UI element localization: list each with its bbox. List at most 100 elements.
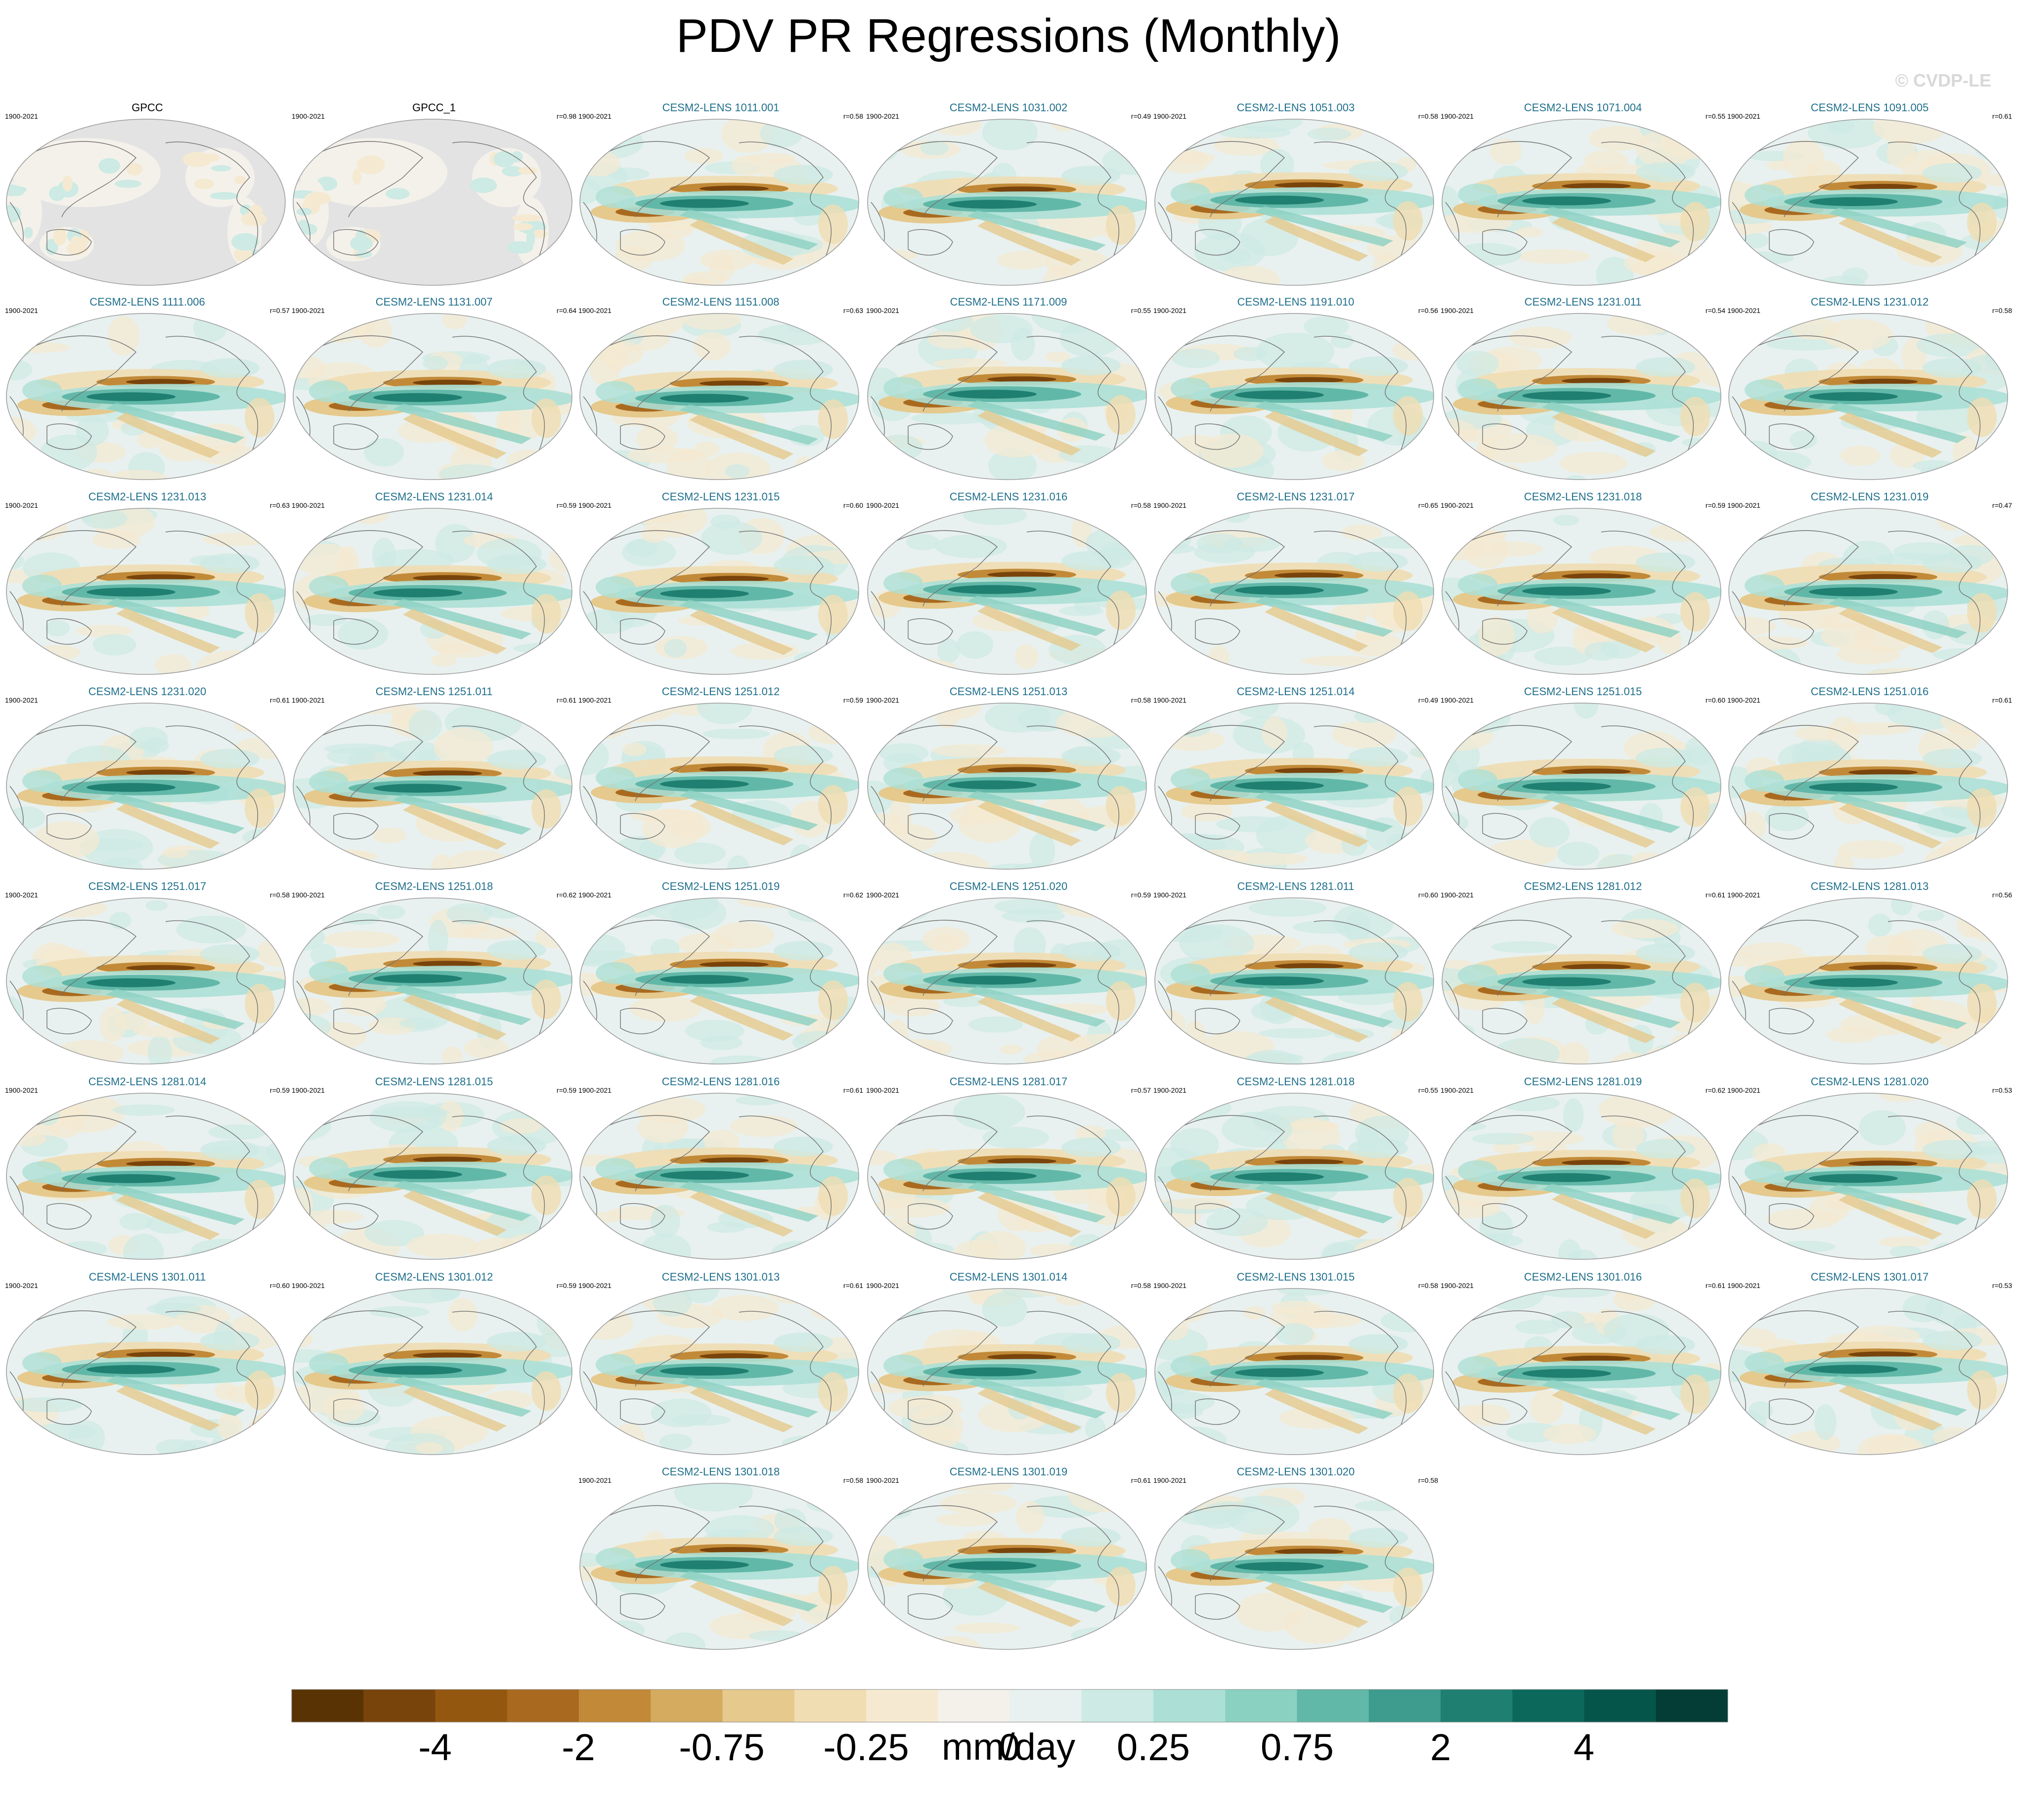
- regression-map: [6, 1288, 286, 1455]
- globe-outline: [1442, 703, 1721, 870]
- globe-outline: [579, 313, 859, 480]
- panel-title: CESM2-LENS 1281.019: [1524, 1075, 1642, 1088]
- map-panel: CESM2-LENS 1281.016 1900-2021 r=0.61: [578, 1075, 863, 1268]
- panel-pattern-correlation: r=0.62: [843, 891, 863, 899]
- panel-period: 1900-2021: [1153, 1282, 1186, 1289]
- regression-map: [867, 508, 1147, 675]
- globe-outline: [6, 1093, 286, 1260]
- panel-title: CESM2-LENS 1251.011: [375, 685, 493, 698]
- map-panel: CESM2-LENS 1251.012 1900-2021 r=0.59: [578, 685, 863, 878]
- regression-map: [867, 1288, 1147, 1455]
- panel-pattern-correlation: r=0.58: [1131, 501, 1151, 509]
- globe-outline: [867, 508, 1147, 675]
- panel-pattern-correlation: r=0.59: [556, 501, 576, 509]
- map-panel: CESM2-LENS 1071.004 1900-2021 r=0.55: [1441, 101, 1725, 294]
- panel-pattern-correlation: r=0.49: [1418, 696, 1438, 704]
- panel-pattern-correlation: r=0.58: [1418, 1282, 1438, 1289]
- panel-title: CESM2-LENS 1251.019: [661, 880, 780, 892]
- panel-title: CESM2-LENS 1231.017: [1236, 490, 1355, 503]
- regression-map: [867, 313, 1147, 480]
- map-panel: CESM2-LENS 1151.008 1900-2021 r=0.63: [578, 296, 863, 488]
- panel-period: 1900-2021: [866, 891, 899, 899]
- panel-title: CESM2-LENS 1301.012: [375, 1271, 493, 1283]
- regression-map: [1442, 703, 1721, 870]
- globe-outline: [293, 703, 572, 870]
- panel-pattern-correlation: r=0.56: [1418, 307, 1438, 314]
- regression-map: [6, 897, 286, 1065]
- globe-outline: [867, 1483, 1147, 1650]
- regression-map: [1154, 1288, 1434, 1455]
- regression-map: [1154, 508, 1434, 675]
- regression-map: [1728, 1093, 2008, 1260]
- regression-map: [293, 119, 572, 286]
- panel-pattern-correlation: r=0.59: [843, 696, 863, 704]
- panel-pattern-correlation: r=0.59: [556, 1086, 576, 1094]
- map-panel: CESM2-LENS 1301.015 1900-2021 r=0.58: [1153, 1271, 1438, 1464]
- panel-title: CESM2-LENS 1281.018: [1236, 1075, 1355, 1088]
- panel-period: 1900-2021: [866, 307, 899, 314]
- globe-outline: [293, 508, 572, 675]
- globe-outline: [1154, 119, 1434, 286]
- panel-period: 1900-2021: [5, 307, 38, 314]
- map-panel: CESM2-LENS 1011.001 1900-2021 r=0.58: [578, 101, 863, 294]
- regression-map: [579, 1093, 859, 1260]
- panel-pattern-correlation: r=0.59: [1705, 501, 1725, 509]
- panel-title: CESM2-LENS 1151.008: [662, 296, 780, 308]
- globe-outline: [1728, 313, 2008, 480]
- panel-pattern-correlation: r=0.60: [1705, 696, 1725, 704]
- panel-pattern-correlation: r=0.55: [1418, 1086, 1438, 1094]
- panel-period: 1900-2021: [292, 307, 325, 314]
- regression-map: [579, 703, 859, 870]
- globe-outline: [1442, 508, 1721, 675]
- panel-pattern-correlation: r=0.47: [1992, 501, 2012, 509]
- regression-map: [579, 1483, 859, 1650]
- panel-period: 1900-2021: [1441, 1086, 1474, 1094]
- panel-title: CESM2-LENS 1091.005: [1810, 101, 1929, 114]
- globe-outline: [1728, 1093, 2008, 1260]
- panel-period: 1900-2021: [292, 1086, 325, 1094]
- globe-outline: [579, 1093, 859, 1260]
- panel-pattern-correlation: r=0.58: [1418, 112, 1438, 120]
- panel-title: GPCC_1: [412, 101, 456, 114]
- map-panel: CESM2-LENS 1281.017 1900-2021 r=0.57: [866, 1075, 1151, 1268]
- regression-map: [1442, 1288, 1721, 1455]
- regression-map: [867, 703, 1147, 870]
- map-panel: CESM2-LENS 1281.015 1900-2021 r=0.59: [292, 1075, 576, 1268]
- map-panel: CESM2-LENS 1301.016 1900-2021 r=0.61: [1441, 1271, 1725, 1464]
- globe-outline: [1154, 1483, 1434, 1650]
- panel-period: 1900-2021: [578, 1476, 612, 1484]
- panel-period: 1900-2021: [1727, 307, 1760, 314]
- globe-outline: [867, 1093, 1147, 1260]
- panel-period: 1900-2021: [578, 501, 612, 509]
- map-panel: CESM2-LENS 1281.020 1900-2021 r=0.53: [1727, 1075, 2012, 1268]
- panel-period: 1900-2021: [5, 501, 38, 509]
- panel-pattern-correlation: r=0.49: [1131, 112, 1151, 120]
- globe-outline: [1442, 313, 1721, 480]
- panel-period: 1900-2021: [578, 696, 612, 704]
- regression-map: [293, 703, 572, 870]
- map-panel: CESM2-LENS 1301.013 1900-2021 r=0.61: [578, 1271, 863, 1464]
- globe-outline: [867, 897, 1147, 1065]
- map-panel: CESM2-LENS 1231.019 1900-2021 r=0.47: [1727, 490, 2012, 683]
- regression-map: [1442, 313, 1721, 480]
- panel-period: 1900-2021: [1441, 696, 1474, 704]
- globe-outline: [1728, 119, 2008, 286]
- panel-title: CESM2-LENS 1281.012: [1524, 880, 1642, 892]
- globe-outline: [1154, 313, 1434, 480]
- panel-period: 1900-2021: [1153, 112, 1186, 120]
- regression-map: [6, 119, 286, 286]
- panel-period: 1900-2021: [1441, 891, 1474, 899]
- panel-title: CESM2-LENS 1011.001: [662, 101, 780, 114]
- map-panel: GPCC_1 1900-2021 r=0.98: [292, 101, 576, 294]
- panel-pattern-correlation: r=0.58: [1418, 1476, 1438, 1484]
- globe-outline: [867, 119, 1147, 286]
- panel-pattern-correlation: r=0.61: [556, 696, 576, 704]
- panel-pattern-correlation: r=0.63: [843, 307, 863, 314]
- panel-title: CESM2-LENS 1301.018: [661, 1465, 780, 1478]
- map-panel: CESM2-LENS 1251.018 1900-2021 r=0.62: [292, 880, 576, 1073]
- globe-outline: [579, 703, 859, 870]
- panel-pattern-correlation: r=0.58: [1992, 307, 2012, 314]
- panel-period: 1900-2021: [866, 696, 899, 704]
- panel-period: 1900-2021: [292, 501, 325, 509]
